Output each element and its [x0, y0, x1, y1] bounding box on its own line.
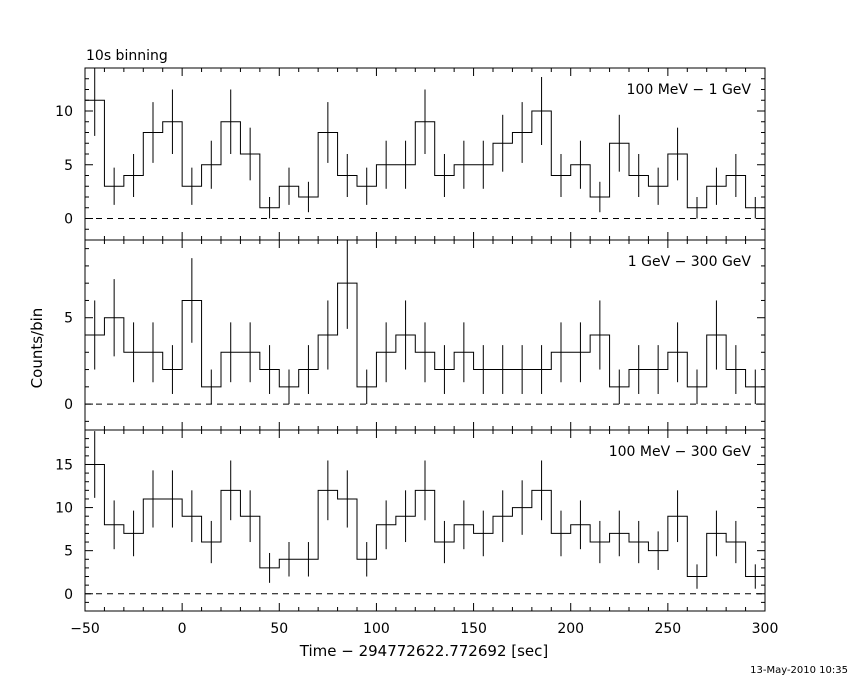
- panel-1: 0 5 10 100 MeV − 1 GeV: [55, 67, 766, 241]
- binning-label: 10s binning: [86, 48, 168, 64]
- y-tick-label: 10: [55, 104, 73, 120]
- y-tick-label: 5: [64, 158, 73, 174]
- x-tick-label: 50: [270, 621, 288, 637]
- x-axis-label: Time − 294772622.772692 [sec]: [299, 642, 549, 660]
- y-axis-label: Counts/bin: [28, 308, 46, 389]
- panel-2: 0 5 1 GeV − 300 GeV: [64, 239, 766, 431]
- x-tick-label: 250: [654, 621, 681, 637]
- step-histogram: [85, 282, 765, 388]
- energy-range-label: 1 GeV − 300 GeV: [628, 254, 752, 270]
- y-tick-label: 10: [55, 501, 73, 517]
- panel-frame: [84, 429, 766, 612]
- y-tick-label: 0: [64, 587, 73, 603]
- y-tick-label: 0: [64, 397, 73, 413]
- y-tick-label: 15: [55, 457, 73, 473]
- x-tick-label: 150: [460, 621, 487, 637]
- timestamp: 13-May-2010 10:35: [750, 665, 848, 676]
- x-tick-label: 200: [557, 621, 584, 637]
- energy-range-label: 100 MeV − 1 GeV: [627, 82, 752, 98]
- y-tick-label: 5: [64, 311, 73, 327]
- x-tick-label: −50: [70, 621, 100, 637]
- step-histogram: [85, 463, 765, 578]
- x-tick-label: 300: [752, 621, 779, 637]
- y-tick-label: 0: [64, 212, 73, 228]
- x-tick-label: 100: [363, 621, 390, 637]
- energy-range-label: 100 MeV − 300 GeV: [609, 444, 752, 460]
- x-tick-label: 0: [178, 621, 187, 637]
- y-tick-label: 5: [64, 544, 73, 560]
- panel-3: 0 5 10 15 100 MeV − 300 GeV: [55, 429, 766, 612]
